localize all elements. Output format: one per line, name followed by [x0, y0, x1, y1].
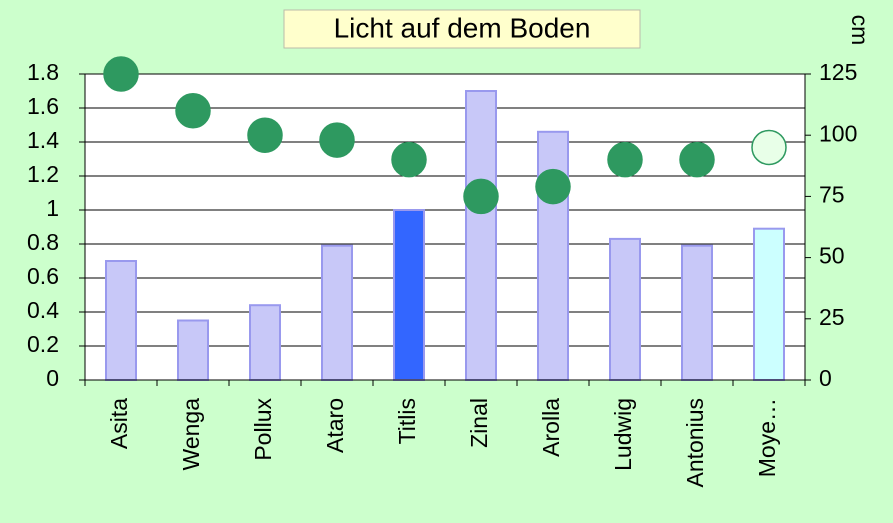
- y-tick-label: 1: [46, 195, 59, 221]
- y-tick-label: 1.2: [27, 161, 59, 187]
- x-tick-label: Titlis: [394, 398, 420, 444]
- x-tick-label: Asita: [106, 398, 132, 449]
- y2-axis-label: cm: [847, 15, 873, 46]
- bar: [753, 227, 785, 381]
- dot: [535, 168, 571, 205]
- x-tick-label: Wenga: [178, 398, 204, 471]
- dot: [607, 141, 643, 178]
- dot: [679, 141, 715, 178]
- bar: [609, 237, 641, 381]
- dot: [103, 56, 139, 92]
- y-tick-label: 1.4: [27, 127, 59, 153]
- bar: [177, 319, 209, 381]
- x-tick-label: Moye…: [754, 398, 780, 477]
- x-tick-label: Arolla: [538, 398, 564, 457]
- dot: [247, 117, 283, 153]
- y-tick-label: 0.8: [27, 229, 59, 255]
- y-tick-label: 1.6: [27, 93, 59, 119]
- bar: [105, 260, 137, 381]
- dot: [175, 92, 211, 129]
- x-tick-label: Antonius: [682, 398, 708, 488]
- y2-tick-label: 125: [819, 59, 857, 85]
- y-tick-label: 0: [46, 365, 59, 391]
- y2-tick-label: 25: [819, 304, 845, 330]
- y2-tick-label: 100: [819, 120, 857, 146]
- dot: [391, 141, 427, 178]
- y-tick-label: 1.8: [27, 59, 59, 85]
- dot: [463, 178, 499, 215]
- y-tick-label: 0.4: [27, 297, 59, 323]
- y2-tick-label: 75: [819, 181, 845, 207]
- bar: [321, 244, 353, 381]
- y2-tick-label: 0: [819, 365, 832, 391]
- bar: [393, 209, 425, 381]
- dot: [751, 129, 787, 166]
- x-tick-label: Ludwig: [610, 398, 636, 471]
- dot: [319, 122, 355, 158]
- bar: [249, 304, 281, 382]
- y-tick-label: 0.2: [27, 331, 59, 357]
- x-tick-label: Ataro: [322, 398, 348, 453]
- chart-title: Licht auf dem Boden: [334, 12, 591, 43]
- bar: [681, 244, 713, 381]
- y-tick-label: 0.6: [27, 263, 59, 289]
- bar: [465, 90, 497, 381]
- x-tick-label: Pollux: [250, 398, 276, 461]
- x-tick-label: Zinal: [466, 398, 492, 448]
- title-box: [283, 9, 641, 49]
- y2-tick-label: 50: [819, 243, 845, 269]
